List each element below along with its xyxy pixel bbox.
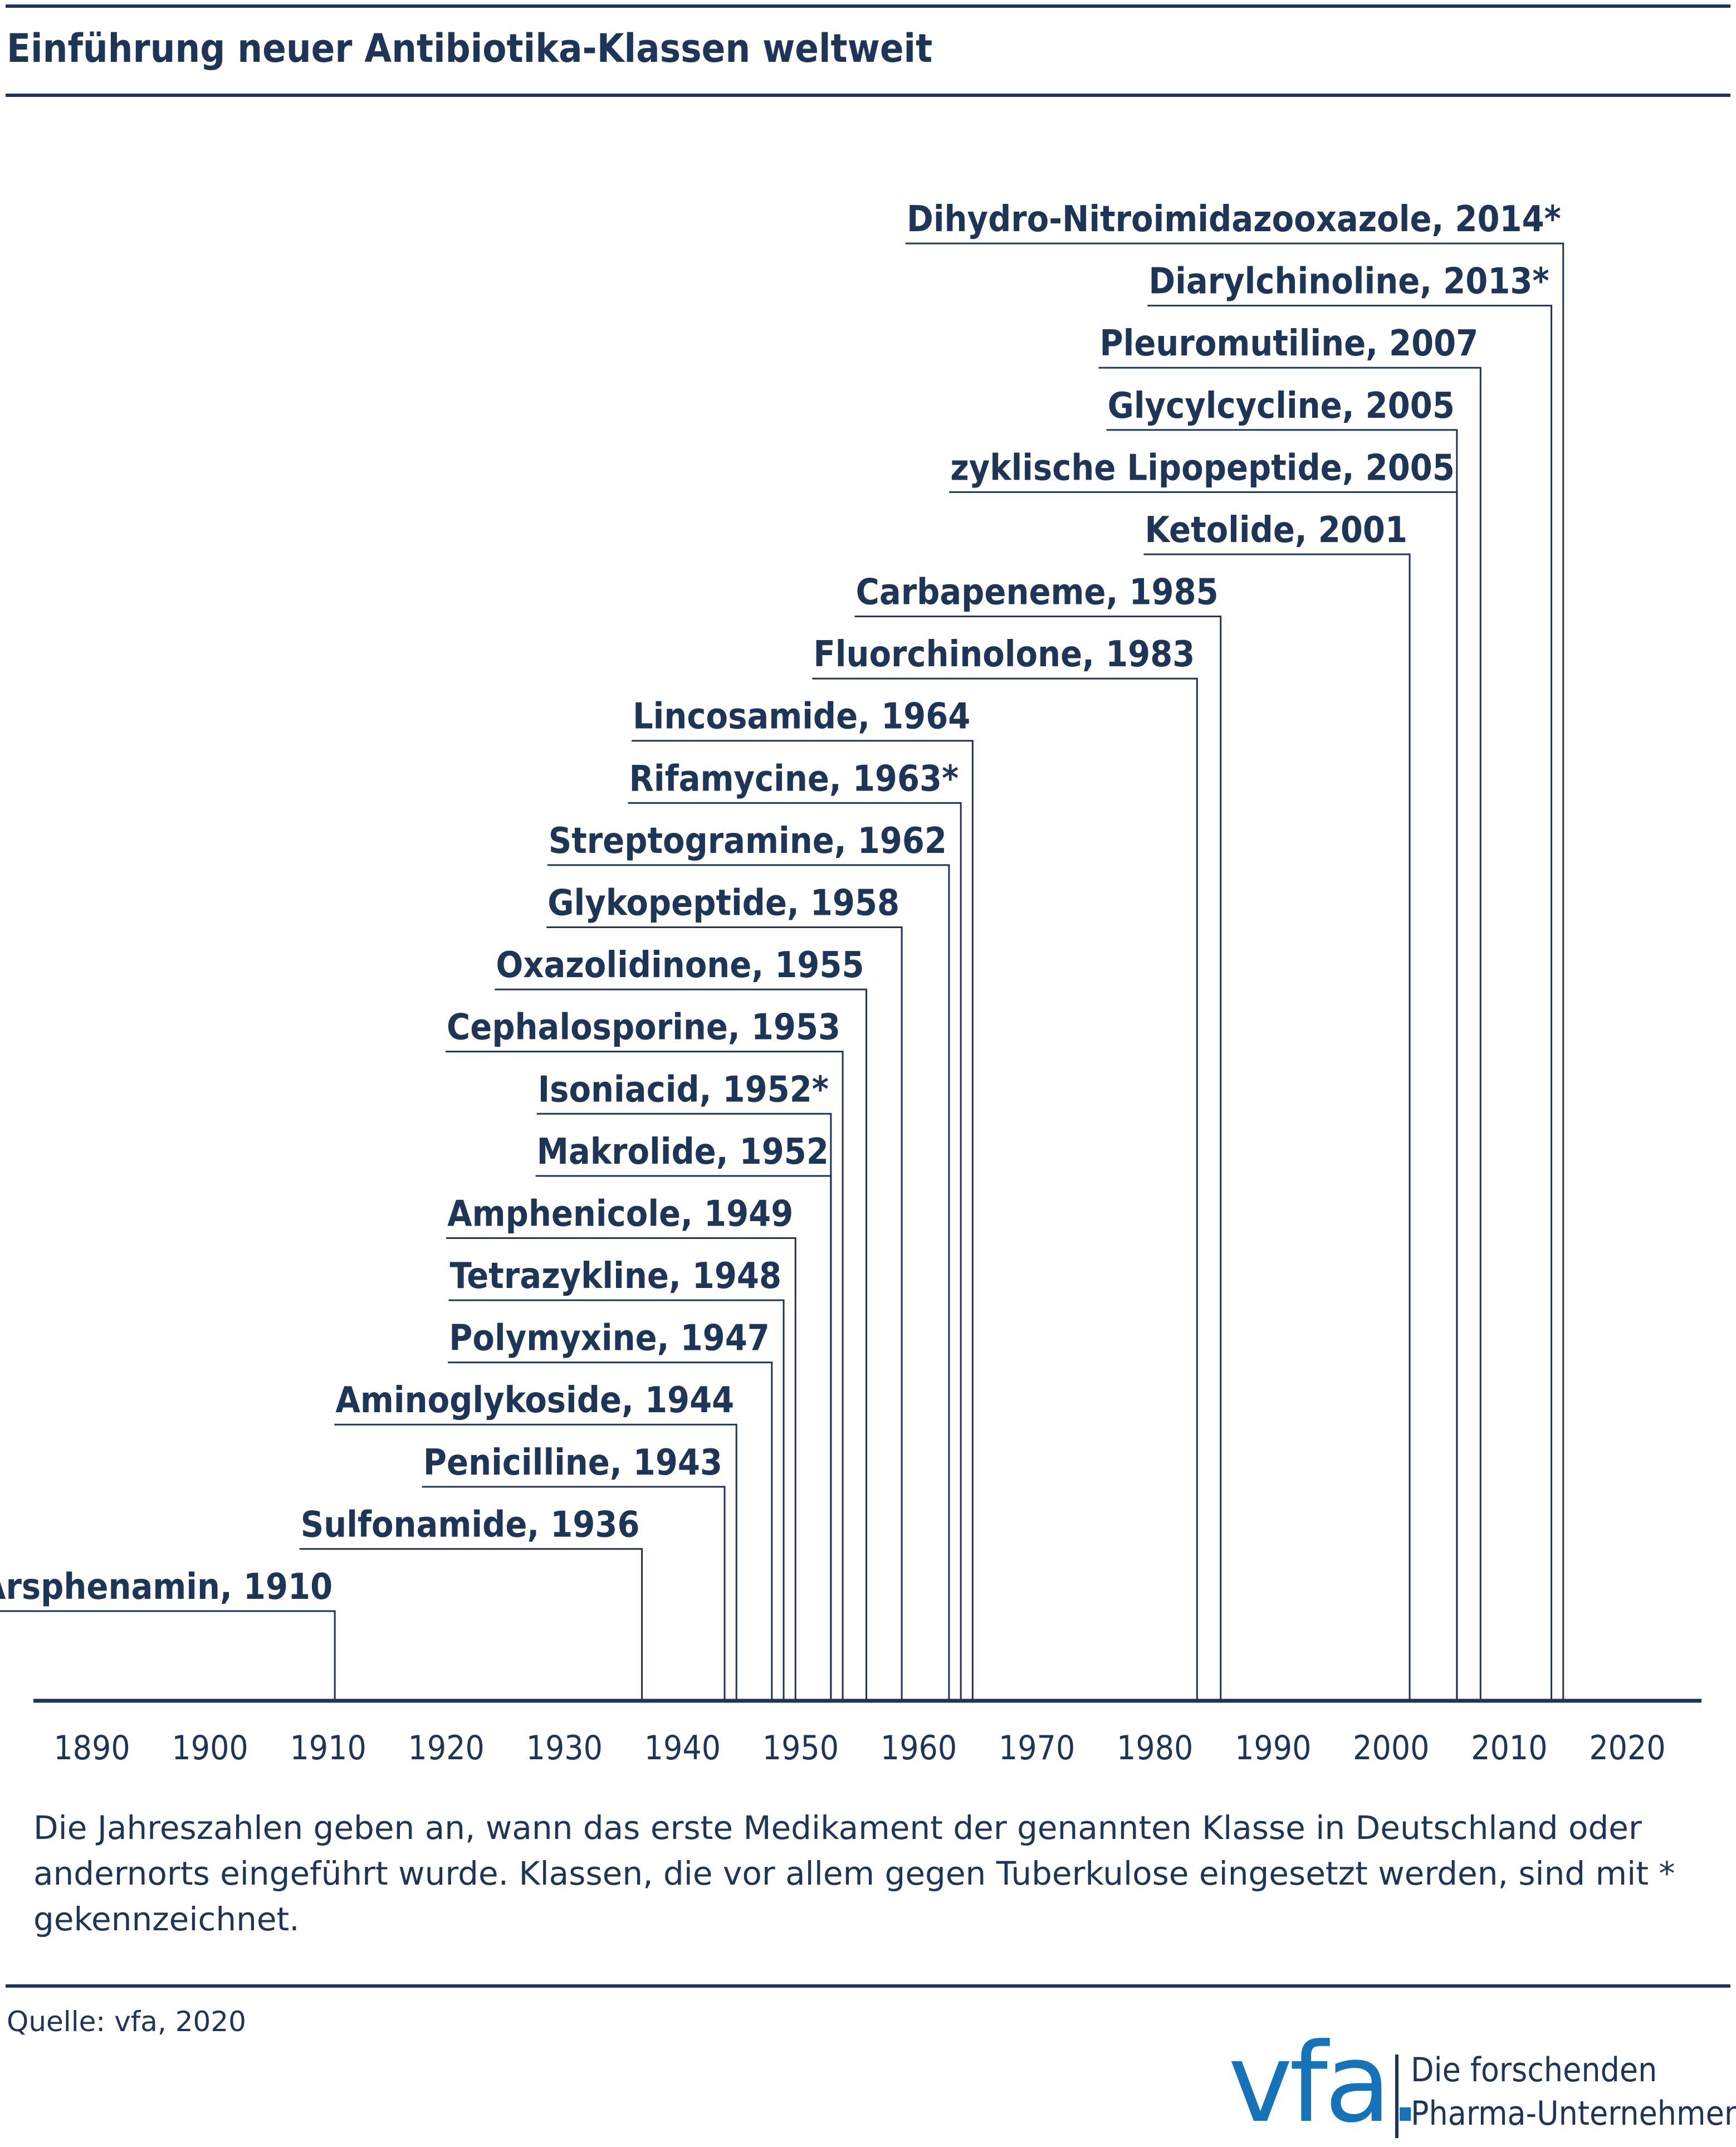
event-leader-line xyxy=(631,740,974,1701)
event-label: Rifamycine, 1963* xyxy=(629,758,959,799)
event-leader-line xyxy=(422,1486,726,1701)
event-label: Cephalosporine, 1953 xyxy=(447,1007,840,1048)
event-label: Polymyxine, 1947 xyxy=(449,1318,770,1359)
event-label: Arsphenamin, 1910 xyxy=(0,1567,332,1608)
event-leader-line xyxy=(906,242,1564,1701)
title-rule xyxy=(6,94,1730,97)
event-leader-line xyxy=(495,988,867,1701)
x-tick-label: 2010 xyxy=(1471,1729,1547,1768)
x-tick-label: 1910 xyxy=(290,1729,366,1768)
event-leader-line xyxy=(812,677,1198,1701)
x-tick-label: 1960 xyxy=(881,1729,957,1768)
x-tick-label: 1990 xyxy=(1235,1729,1311,1768)
event-leader-line xyxy=(299,1548,643,1701)
logo-divider xyxy=(1395,2055,1398,2138)
event-leader-line xyxy=(547,864,950,1701)
event-label: Sulfonamide, 1936 xyxy=(301,1504,640,1545)
x-tick-label: 1890 xyxy=(53,1729,130,1768)
source-note: Quelle: vfa, 2020 xyxy=(7,2006,246,2038)
axis-tick-labels: 1890 1900 1910 1920 1930 1940 1950 1960 1970 1980… xyxy=(53,1729,1665,1768)
event-leader-line xyxy=(334,1423,737,1701)
event-leader-line xyxy=(1143,553,1411,1701)
vfa-logo: vfa. Die forschenden Pharma-Unternehmen xyxy=(1228,2029,1736,2143)
event-leader-line xyxy=(1098,367,1481,1701)
logo-tagline-line-2: Pharma-Unternehmen xyxy=(1411,2094,1736,2133)
event-leader-line xyxy=(446,1237,796,1701)
event-leader-line xyxy=(446,1051,844,1701)
event-leader-line xyxy=(448,1362,773,1701)
event-label: Carbapeneme, 1985 xyxy=(856,572,1219,613)
logo-mark: vfa. xyxy=(1228,2020,1422,2147)
event-leader-line xyxy=(628,802,962,1701)
event-label: Aminoglykoside, 1944 xyxy=(335,1380,734,1421)
event-label: Amphenicole, 1949 xyxy=(447,1193,793,1234)
event-label: Isoniacid, 1952* xyxy=(538,1069,829,1110)
event-label: Dihydro-Nitroimidazooxazole, 2014* xyxy=(907,199,1561,240)
event-leader-line xyxy=(0,1610,336,1701)
event-label: Pleuromutiline, 2007 xyxy=(1099,323,1478,364)
event-leader-line xyxy=(854,616,1222,1701)
event-label: Diarylchinoline, 2013* xyxy=(1148,261,1549,302)
event-label: Glykopeptide, 1958 xyxy=(547,883,899,924)
chart-title: Einführung neuer Antibiotika-Klassen wel… xyxy=(7,26,933,71)
event-leader-line xyxy=(546,926,903,1701)
event-label: Lincosamide, 1964 xyxy=(633,696,970,738)
event-leader-line xyxy=(448,1299,785,1701)
event-label: Glycylcycline, 2005 xyxy=(1108,386,1455,427)
event-label: Fluorchinolone, 1983 xyxy=(813,634,1195,675)
x-tick-label: 1920 xyxy=(408,1729,485,1768)
event-label: Ketolide, 2001 xyxy=(1145,510,1408,551)
event-leader-line xyxy=(536,1112,832,1701)
event-label: Oxazolidinone, 1955 xyxy=(496,945,864,986)
event-label: Tetrazykline, 1948 xyxy=(449,1256,781,1297)
event-labels: Arsphenamin, 1910 Sulfonamide, 1936 Penici… xyxy=(0,199,1561,1608)
x-tick-label: 1940 xyxy=(644,1729,721,1768)
event-leader-line xyxy=(1106,429,1458,1701)
event-label: Streptogramine, 1962 xyxy=(549,821,947,862)
logo-tagline-line-1: Die forschenden xyxy=(1411,2051,1657,2090)
x-tick-label: 2020 xyxy=(1589,1729,1665,1768)
top-rule xyxy=(6,4,1730,8)
chart-footnote: Die Jahreszahlen geben an, wann das erst… xyxy=(33,1809,1675,1938)
timeline-chart: Arsphenamin, 1910 Sulfonamide, 1936 Penici… xyxy=(0,199,1701,1768)
event-leader-line xyxy=(1147,305,1553,1701)
x-tick-label: 2000 xyxy=(1353,1729,1429,1768)
x-tick-label: 1930 xyxy=(526,1729,603,1768)
event-label: zyklische Lipopeptide, 2005 xyxy=(950,447,1455,489)
footer-rule xyxy=(6,1984,1730,1988)
x-tick-label: 1900 xyxy=(172,1729,248,1768)
event-leader-line xyxy=(535,1175,832,1701)
event-label: Makrolide, 1952 xyxy=(537,1131,829,1173)
leader-lines xyxy=(0,242,1564,1701)
x-tick-label: 1950 xyxy=(762,1729,839,1768)
event-label: Penicilline, 1943 xyxy=(423,1442,722,1484)
x-tick-label: 1970 xyxy=(999,1729,1075,1768)
x-tick-label: 1980 xyxy=(1117,1729,1193,1768)
